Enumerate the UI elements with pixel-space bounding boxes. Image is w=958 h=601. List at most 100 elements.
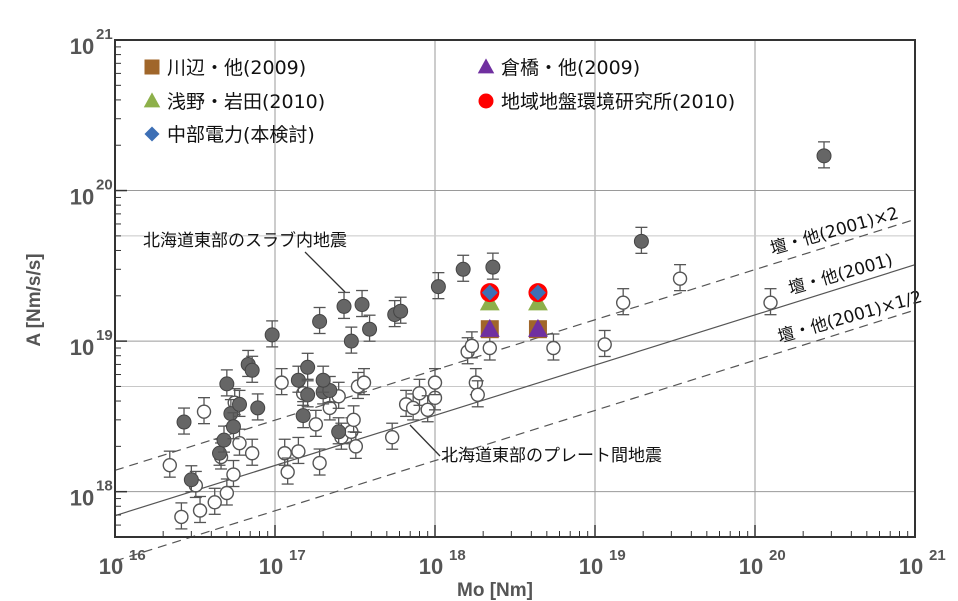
open-point [196, 404, 212, 419]
filled-point [362, 321, 378, 337]
filled-point [176, 414, 192, 430]
x-tick-label: 10 [899, 554, 923, 579]
series-point [528, 318, 548, 337]
series-point [479, 318, 500, 337]
open-point [405, 400, 421, 416]
open-point [763, 295, 778, 310]
x-tick-exponent: 19 [609, 547, 626, 564]
filled-point [336, 298, 352, 314]
filled-point [430, 279, 446, 295]
x-tick-exponent: 18 [449, 547, 466, 564]
open-point [464, 338, 480, 354]
legend-marker [478, 93, 494, 109]
legend-marker [144, 126, 160, 142]
open-point [427, 375, 443, 390]
filled-point [212, 445, 228, 461]
filled-point [225, 419, 241, 435]
filled-point [295, 408, 311, 424]
filled-point [264, 327, 280, 343]
x-tick-exponent: 20 [769, 547, 786, 564]
open-point [174, 509, 189, 525]
reference-line [114, 218, 916, 471]
y-tick-exponent: 18 [96, 478, 113, 495]
reference-lines: 壇・他(2001)×2壇・他(2001)壇・他(2001)×1/2 [114, 204, 924, 562]
legend-marker [477, 58, 495, 74]
filled-point [244, 362, 260, 378]
y-axis-label: A [Nm/s/s] [24, 253, 45, 346]
legend: 川辺・他(2009) 倉橋・他(2009) 浅野・岩田(2010) 地域地盤環境研究所… [143, 57, 735, 146]
plot-border [114, 39, 916, 538]
plot-frame [114, 39, 916, 538]
filled-point [816, 148, 832, 164]
y-tick-exponent: 21 [96, 26, 113, 43]
series-point [481, 284, 498, 301]
y-tick-label: 10 [70, 486, 94, 511]
legend-label: 倉橋・他(2009) [501, 57, 640, 79]
filled-point [300, 359, 316, 375]
x-tick-exponent: 16 [129, 547, 146, 564]
filled-point [331, 424, 347, 440]
annotation-leader [304, 251, 346, 293]
open-point [244, 446, 260, 461]
x-tick-label: 10 [739, 554, 763, 579]
reference-line-label: 壇・他(2001)×2 [768, 204, 901, 260]
filled-point [183, 472, 199, 488]
y-tick-label: 10 [70, 185, 94, 210]
open-point [346, 412, 361, 428]
filled-point [232, 396, 248, 412]
open-point [192, 503, 208, 518]
filled-point [393, 303, 409, 319]
filled-point [300, 387, 316, 403]
open-point [274, 375, 289, 390]
open-point [291, 444, 306, 459]
open-point [468, 375, 484, 390]
legend-label: 浅野・岩田(2010) [167, 91, 325, 113]
y-tick-label: 10 [70, 335, 94, 360]
open-point [384, 430, 400, 445]
legend-marker [143, 92, 161, 108]
filled-point [250, 400, 266, 416]
open-point [470, 387, 485, 402]
x-tick-label: 10 [259, 554, 283, 579]
open-point [162, 457, 177, 473]
reference-line [114, 309, 916, 562]
x-tick-exponent: 17 [289, 547, 306, 564]
x-axis-label: Mo [Nm] [457, 580, 533, 601]
open-point [672, 271, 688, 286]
open-point [280, 464, 295, 480]
annotation-interplate: 北海道東部のプレート間地震 [441, 446, 662, 466]
open-point [597, 337, 612, 352]
legend-label: 川辺・他(2009) [167, 57, 306, 79]
y-tick-exponent: 20 [96, 177, 113, 194]
open-point [308, 417, 324, 432]
filled-point [312, 313, 328, 329]
filled-point [485, 259, 501, 275]
filled-point [219, 376, 235, 392]
reference-line [114, 264, 916, 517]
open-point [207, 495, 222, 510]
legend-marker [144, 59, 160, 75]
filled-point [455, 261, 471, 277]
annotation-leader [409, 424, 441, 457]
data-points [162, 141, 832, 530]
y-tick-label: 10 [70, 34, 94, 59]
open-point [546, 340, 561, 356]
annotation-slab: 北海道東部のスラブ内地震 [143, 230, 347, 251]
open-point [232, 435, 247, 451]
open-point [356, 375, 372, 390]
open-point [277, 446, 292, 461]
legend-label: 中部電力(本検討) [167, 124, 315, 146]
open-point [482, 340, 497, 356]
y-tick-exponent: 19 [96, 327, 113, 344]
filled-point [315, 372, 331, 388]
filled-point [343, 333, 359, 349]
series-point [529, 284, 546, 301]
open-point [226, 467, 241, 482]
filled-point [633, 233, 649, 249]
filled-point [354, 297, 370, 313]
reference-line-label: 壇・他(2001) [786, 250, 895, 299]
x-tick-exponent: 21 [929, 547, 946, 564]
